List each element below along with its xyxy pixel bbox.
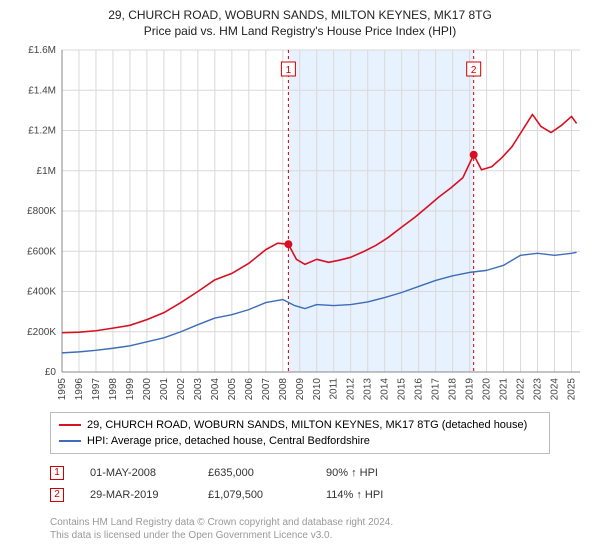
- svg-text:2017: 2017: [431, 378, 442, 401]
- svg-text:1999: 1999: [125, 378, 136, 401]
- svg-text:£400K: £400K: [27, 287, 56, 298]
- line-chart-svg: £0 £200K £400K £600K £800K £1M £1.2M £1.4M £1.6M…: [14, 44, 586, 404]
- svg-text:2005: 2005: [227, 378, 238, 401]
- svg-text:2012: 2012: [346, 378, 357, 401]
- svg-text:£1.6M: £1.6M: [28, 45, 56, 56]
- svg-text:1998: 1998: [108, 378, 119, 401]
- svg-text:1995: 1995: [57, 378, 68, 401]
- svg-text:2: 2: [471, 65, 477, 76]
- svg-text:2008: 2008: [278, 378, 289, 401]
- svg-text:£600K: £600K: [27, 246, 56, 257]
- title-address: 29, CHURCH ROAD, WOBURN SANDS, MILTON KE…: [14, 8, 586, 22]
- svg-text:2021: 2021: [499, 378, 510, 401]
- legend-swatch-price: [59, 424, 81, 426]
- sales-table: 1 01-MAY-2008 £635,000 90% ↑ HPI 2 29-MA…: [50, 462, 586, 506]
- sales-row-2: 2 29-MAR-2019 £1,079,500 114% ↑ HPI: [50, 484, 586, 506]
- footer-line2: This data is licensed under the Open Gov…: [50, 529, 586, 542]
- svg-text:£800K: £800K: [27, 206, 56, 217]
- legend-row-price: 29, CHURCH ROAD, WOBURN SANDS, MILTON KE…: [59, 417, 541, 433]
- svg-text:£200K: £200K: [27, 327, 56, 338]
- sale-marker-1: 1: [50, 466, 64, 480]
- sales-row-1: 1 01-MAY-2008 £635,000 90% ↑ HPI: [50, 462, 586, 484]
- sale-pct-2: 114% ↑ HPI: [326, 489, 418, 501]
- svg-text:1996: 1996: [74, 378, 85, 401]
- svg-text:1: 1: [286, 65, 292, 76]
- footer-line1: Contains HM Land Registry data © Crown c…: [50, 516, 586, 529]
- title-subtitle: Price paid vs. HM Land Registry's House …: [14, 24, 586, 38]
- svg-text:2004: 2004: [210, 378, 221, 401]
- svg-text:£1M: £1M: [37, 166, 56, 177]
- svg-text:1997: 1997: [91, 378, 102, 401]
- legend-swatch-hpi: [59, 440, 81, 442]
- svg-text:2000: 2000: [142, 378, 153, 401]
- sale-pct-1: 90% ↑ HPI: [326, 467, 418, 479]
- legend-row-hpi: HPI: Average price, detached house, Cent…: [59, 433, 541, 449]
- svg-text:2015: 2015: [397, 378, 408, 401]
- svg-text:2023: 2023: [533, 378, 544, 401]
- legend-label-hpi: HPI: Average price, detached house, Cent…: [87, 433, 370, 449]
- svg-text:2001: 2001: [159, 378, 170, 401]
- sale-price-1: £635,000: [208, 467, 300, 479]
- chart-area: £0 £200K £400K £600K £800K £1M £1.2M £1.4M £1.6M…: [14, 44, 586, 404]
- svg-text:£0: £0: [45, 367, 57, 378]
- svg-text:2006: 2006: [244, 378, 255, 401]
- footer: Contains HM Land Registry data © Crown c…: [50, 516, 586, 542]
- chart-container: 29, CHURCH ROAD, WOBURN SANDS, MILTON KE…: [0, 0, 600, 552]
- svg-text:2025: 2025: [567, 378, 578, 401]
- svg-text:£1.4M: £1.4M: [28, 85, 56, 96]
- svg-text:2018: 2018: [448, 378, 459, 401]
- svg-text:2003: 2003: [193, 378, 204, 401]
- svg-text:2022: 2022: [516, 378, 527, 401]
- svg-text:2010: 2010: [312, 378, 323, 401]
- sale-marker-2: 2: [50, 488, 64, 502]
- svg-text:2009: 2009: [295, 378, 306, 401]
- sale-price-2: £1,079,500: [208, 489, 300, 501]
- title-block: 29, CHURCH ROAD, WOBURN SANDS, MILTON KE…: [14, 8, 586, 38]
- sale-date-2: 29-MAR-2019: [90, 489, 182, 501]
- svg-text:2013: 2013: [363, 378, 374, 401]
- svg-text:2007: 2007: [261, 378, 272, 401]
- legend-label-price: 29, CHURCH ROAD, WOBURN SANDS, MILTON KE…: [87, 417, 527, 433]
- svg-text:2002: 2002: [176, 378, 187, 401]
- svg-text:2011: 2011: [329, 378, 340, 400]
- sale-date-1: 01-MAY-2008: [90, 467, 182, 479]
- svg-text:2020: 2020: [482, 378, 493, 401]
- svg-text:£1.2M: £1.2M: [28, 126, 56, 137]
- svg-text:2019: 2019: [465, 378, 476, 401]
- svg-text:2014: 2014: [380, 378, 391, 401]
- svg-text:2016: 2016: [414, 378, 425, 401]
- legend: 29, CHURCH ROAD, WOBURN SANDS, MILTON KE…: [50, 412, 550, 454]
- svg-text:2024: 2024: [550, 378, 561, 401]
